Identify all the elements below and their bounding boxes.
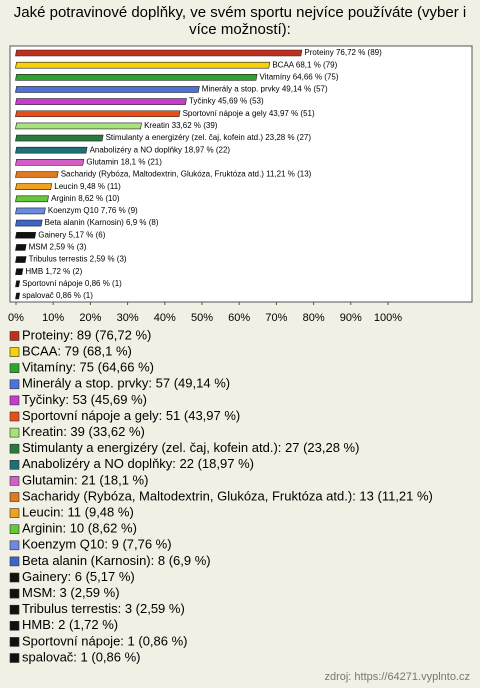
legend-swatch — [9, 653, 20, 663]
x-tick-label: 0% — [8, 312, 24, 324]
bar — [15, 183, 53, 190]
x-tick-label: 80% — [303, 312, 325, 324]
bar — [15, 61, 271, 69]
x-tick-label: 90% — [340, 312, 362, 324]
legend-swatch — [9, 588, 20, 599]
legend-swatch — [9, 476, 20, 486]
bar-label: Proteiny 76,72 % (89) — [304, 48, 382, 57]
bar — [15, 86, 200, 93]
legend-swatch — [9, 395, 20, 406]
legend-swatch — [9, 508, 20, 518]
legend-swatch — [9, 379, 20, 390]
bar-label: Leucin 9,48 % (11) — [54, 182, 121, 191]
bar-label: Tyčinky 45,69 % (53) — [189, 97, 264, 106]
legend-label: MSM: 3 (2,59 %) — [22, 585, 120, 600]
x-tick-label: 10% — [42, 312, 64, 324]
legend-swatch — [9, 411, 20, 422]
bar-label: Beta alanin (Karnosin) 6,9 % (8) — [45, 218, 159, 227]
legend-swatch — [9, 347, 20, 357]
legend-label: Beta alanin (Karnosin): 8 (6,9 %) — [22, 553, 211, 568]
legend-swatch — [9, 524, 20, 535]
chart-title: Jaké potravinové doplňky, ve svém sportu… — [13, 4, 467, 38]
bar-label: MSM 2,59 % (3) — [29, 243, 87, 252]
legend-swatch — [9, 331, 20, 341]
bar — [15, 195, 49, 203]
legend-swatch — [9, 637, 20, 647]
bar — [15, 110, 181, 118]
bar-label: HMB 1,72 % (2) — [25, 267, 82, 276]
bar-label: Vitamíny 64,66 % (75) — [260, 72, 339, 81]
bar-label: Sportovní nápoje 0,86 % (1) — [22, 279, 122, 288]
x-tick-label: 100% — [374, 312, 402, 324]
x-tick-label: 40% — [154, 312, 176, 324]
legend-label: Minerály a stop. prvky: 57 (49,14 %) — [22, 376, 230, 391]
legend-label: Proteiny: 89 (76,72 %) — [22, 327, 151, 342]
x-tick-label: 70% — [265, 312, 287, 324]
bar-label: Koenzym Q10 7,76 % (9) — [48, 206, 138, 215]
legend-swatch — [9, 556, 20, 567]
legend-label: Koenzym Q10: 9 (7,76 %) — [22, 537, 172, 552]
legend-swatch — [9, 443, 20, 454]
legend-label: Arginin: 10 (8,62 %) — [22, 521, 137, 536]
legend-label: Kreatin: 39 (33,62 %) — [22, 424, 145, 439]
source: zdroj: https://64271.vyplnto.cz — [324, 671, 470, 683]
legend-label: BCAA: 79 (68,1 %) — [22, 344, 132, 359]
bar — [15, 134, 104, 142]
bar — [15, 98, 187, 105]
legend-label: Gainery: 6 (5,17 %) — [22, 569, 135, 584]
bar-label: Arginin 8,62 % (10) — [51, 194, 120, 203]
legend-label: Anabolizéry a NO doplňky: 22 (18,97 %) — [22, 456, 254, 471]
x-tick-label: 20% — [79, 312, 101, 324]
legend-swatch — [9, 492, 20, 502]
legend-label: Vitamíny: 75 (64,66 %) — [22, 360, 154, 375]
bar — [15, 49, 303, 57]
bar-label: Kreatin 33,62 % (39) — [144, 121, 218, 130]
legend-swatch — [9, 620, 20, 631]
bar — [15, 74, 258, 81]
legend-swatch — [9, 604, 20, 615]
bar-label: spalovač 0,86 % (1) — [22, 291, 93, 300]
bar — [15, 159, 85, 166]
legend-label: Sportovní nápoje: 1 (0,86 %) — [22, 633, 188, 648]
bar-label: Stimulanty a energizéry (zel. čaj, kofei… — [106, 133, 312, 142]
bar — [15, 268, 24, 276]
bar-label: Gainery 5,17 % (6) — [38, 230, 105, 239]
legend-swatch — [9, 363, 20, 374]
legend-swatch — [9, 459, 20, 470]
bar — [15, 256, 27, 263]
legend-label: spalovač: 1 (0,86 %) — [22, 649, 141, 664]
bar — [15, 280, 21, 288]
legend-swatch — [9, 572, 20, 583]
x-tick-label: 60% — [228, 312, 250, 324]
bar-label: Anabolizéry a NO doplňky 18,97 % (22) — [90, 145, 231, 154]
legend-label: Sportovní nápoje a gely: 51 (43,97 %) — [22, 408, 240, 423]
legend-label: Tribulus terrestis: 3 (2,59 %) — [22, 601, 185, 616]
bar-label: Glutamin 18,1 % (21) — [86, 157, 162, 166]
bar — [15, 292, 21, 300]
bar — [15, 207, 46, 215]
bar — [15, 171, 59, 178]
bar-label: Tribulus terrestis 2,59 % (3) — [29, 255, 127, 264]
x-tick-label: 30% — [117, 312, 139, 324]
bar-label: Sportovní nápoje a gely 43,97 % (51) — [183, 109, 315, 118]
legend-label: Tyčinky: 53 (45,69 %) — [22, 392, 147, 407]
bar-label: Sacharidy (Rybóza, Maltodextrin, Glukóza… — [61, 170, 312, 179]
legend-label: Glutamin: 21 (18,1 %) — [22, 472, 148, 487]
bar — [15, 122, 142, 130]
legend-label: HMB: 2 (1,72 %) — [22, 617, 118, 632]
legend-swatch — [9, 427, 20, 438]
legend-swatch — [9, 540, 20, 551]
bar — [15, 219, 43, 227]
legend-label: Stimulanty a energizéry (zel. čaj, kofei… — [22, 440, 359, 455]
legend-label: Leucin: 11 (9,48 %) — [22, 505, 134, 520]
legend-label: Sacharidy (Rybóza, Maltodextrin, Glukóza… — [22, 488, 433, 503]
bar — [15, 231, 37, 239]
bar — [15, 244, 27, 251]
bar-label: Minerály a stop. prvky 49,14 % (57) — [202, 85, 328, 94]
bar-label: BCAA 68,1 % (79) — [272, 60, 337, 69]
x-tick-label: 50% — [191, 312, 213, 324]
bar — [15, 146, 88, 154]
